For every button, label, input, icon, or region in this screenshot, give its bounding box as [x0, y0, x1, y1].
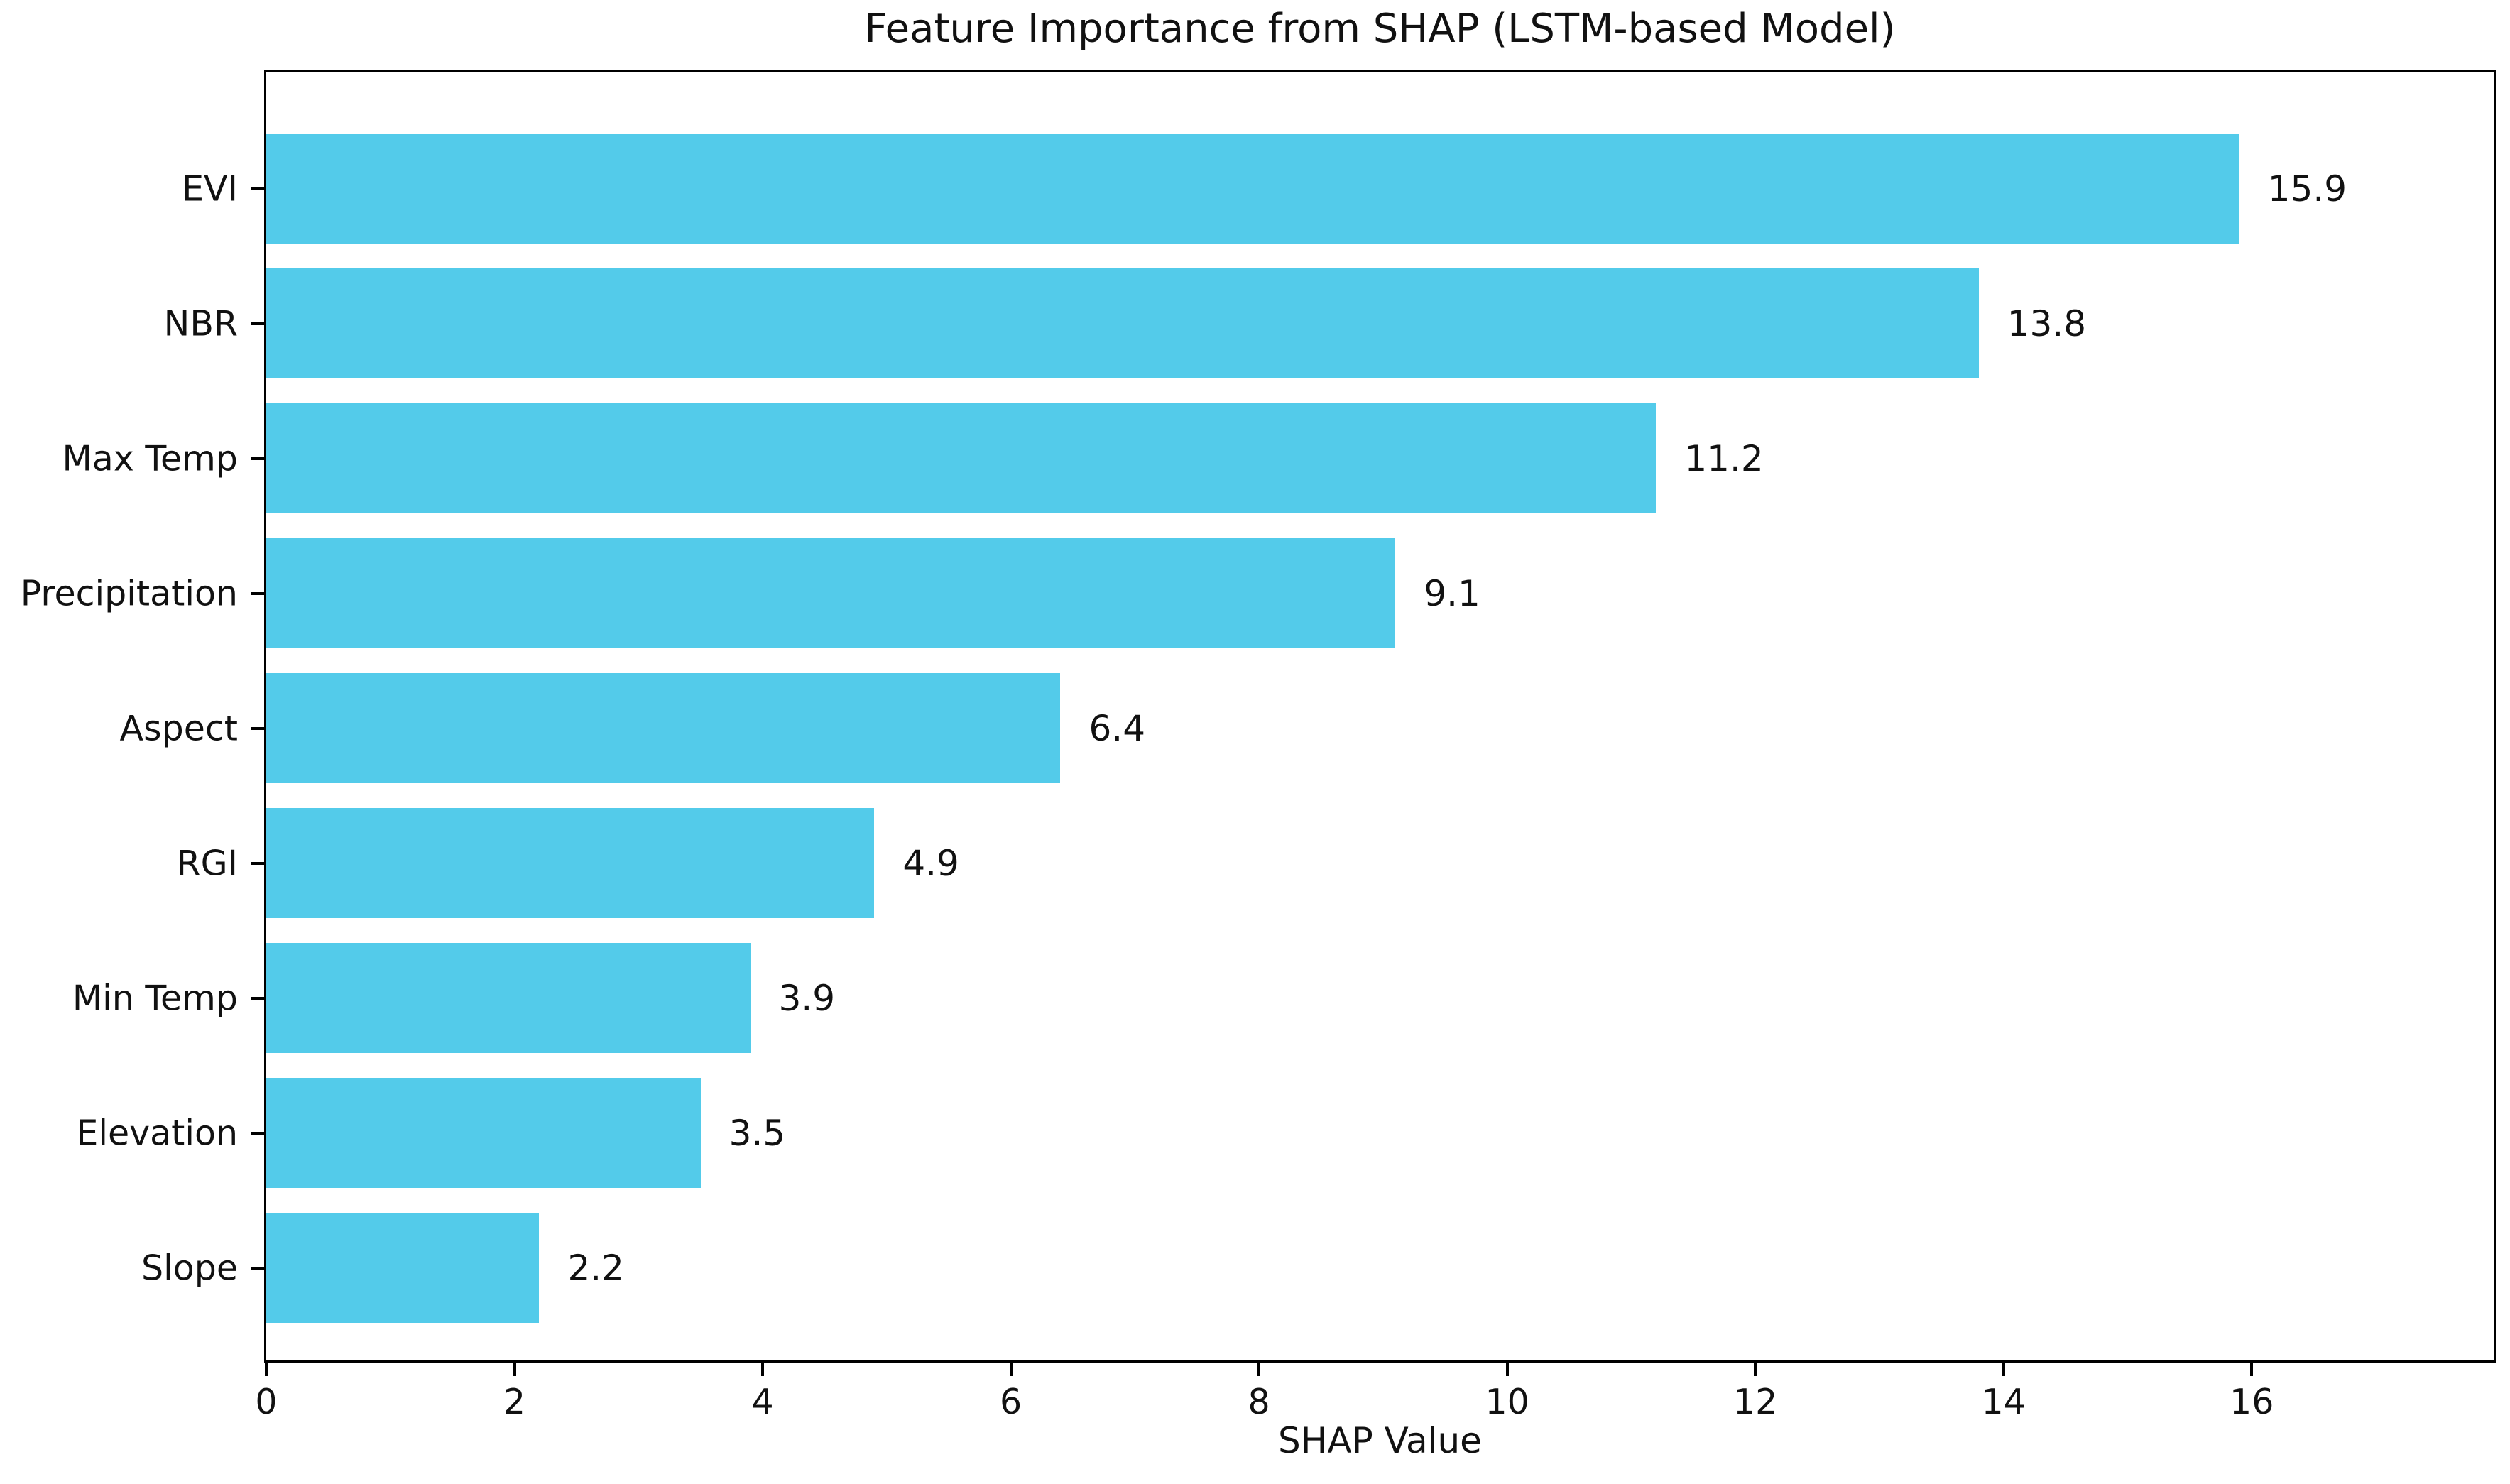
- x-tick-label: 0: [255, 1382, 278, 1422]
- x-axis-label: SHAP Value: [1278, 1420, 1482, 1461]
- bar-value-label: 2.2: [567, 1247, 624, 1289]
- bar-value-label: 6.4: [1088, 707, 1146, 749]
- bar-value-label: 13.8: [2007, 302, 2087, 344]
- bar-value-label: 9.1: [1424, 572, 1480, 614]
- chart-title: Feature Importance from SHAP (LSTM-based…: [864, 6, 1896, 52]
- x-tick-label: 6: [999, 1382, 1022, 1422]
- bar-evi: [266, 133, 2239, 244]
- bar-rgi: [266, 808, 875, 919]
- y-tick-mark: [251, 996, 264, 1000]
- plot-area: 15.9 EVI 13.8 NBR 11.2 Max Temp 9.1 Precipitati…: [21, 70, 2496, 1422]
- bar-value-label: 3.9: [778, 977, 836, 1019]
- bar-value-label: 4.9: [902, 842, 959, 884]
- bar-value-label: 3.5: [729, 1112, 786, 1154]
- x-tick-mark: [265, 1363, 268, 1376]
- y-tick-label: Max Temp: [62, 438, 238, 479]
- x-tick-label: 8: [1248, 1382, 1270, 1422]
- x-tick-label: 2: [503, 1382, 526, 1422]
- y-tick-label: Min Temp: [72, 978, 238, 1019]
- x-tick-mark: [513, 1363, 516, 1376]
- bar-max-temp: [266, 403, 1657, 514]
- y-tick-label: Slope: [141, 1248, 238, 1289]
- x-tick-label: 10: [1485, 1382, 1529, 1422]
- y-tick-mark: [251, 1266, 264, 1270]
- x-tick-label: 12: [1733, 1382, 1778, 1422]
- x-tick-label: 16: [2230, 1382, 2274, 1422]
- bar-value-label: 11.2: [1684, 437, 1764, 479]
- x-tick-label: 4: [751, 1382, 774, 1422]
- y-tick-mark: [251, 726, 264, 730]
- y-tick-mark: [251, 457, 264, 460]
- x-tick-mark: [761, 1363, 765, 1376]
- y-tick-label: Aspect: [119, 708, 238, 749]
- x-tick-mark: [2002, 1363, 2005, 1376]
- bar-nbr: [266, 268, 1979, 379]
- bar-precipitation: [266, 538, 1396, 649]
- x-tick-mark: [1009, 1363, 1013, 1376]
- y-tick-label: EVI: [182, 168, 238, 209]
- bar-slope: [266, 1213, 540, 1324]
- y-tick-label: Precipitation: [20, 573, 238, 614]
- y-tick-mark: [251, 591, 264, 595]
- y-tick-label: NBR: [163, 303, 238, 344]
- bar-min-temp: [266, 943, 751, 1054]
- y-tick-label: Elevation: [76, 1113, 238, 1154]
- y-tick-label: RGI: [176, 843, 238, 884]
- y-tick-mark: [251, 187, 264, 190]
- y-tick-mark: [251, 1131, 264, 1135]
- bar-value-label: 15.9: [2267, 168, 2347, 209]
- x-tick-label: 14: [1981, 1382, 2026, 1422]
- y-tick-mark: [251, 861, 264, 865]
- x-tick-mark: [1505, 1363, 1509, 1376]
- bar-elevation: [266, 1078, 701, 1189]
- y-tick-mark: [251, 322, 264, 325]
- bar-aspect: [266, 673, 1061, 784]
- x-tick-mark: [2250, 1363, 2254, 1376]
- x-tick-mark: [1257, 1363, 1261, 1376]
- x-tick-mark: [1754, 1363, 1757, 1376]
